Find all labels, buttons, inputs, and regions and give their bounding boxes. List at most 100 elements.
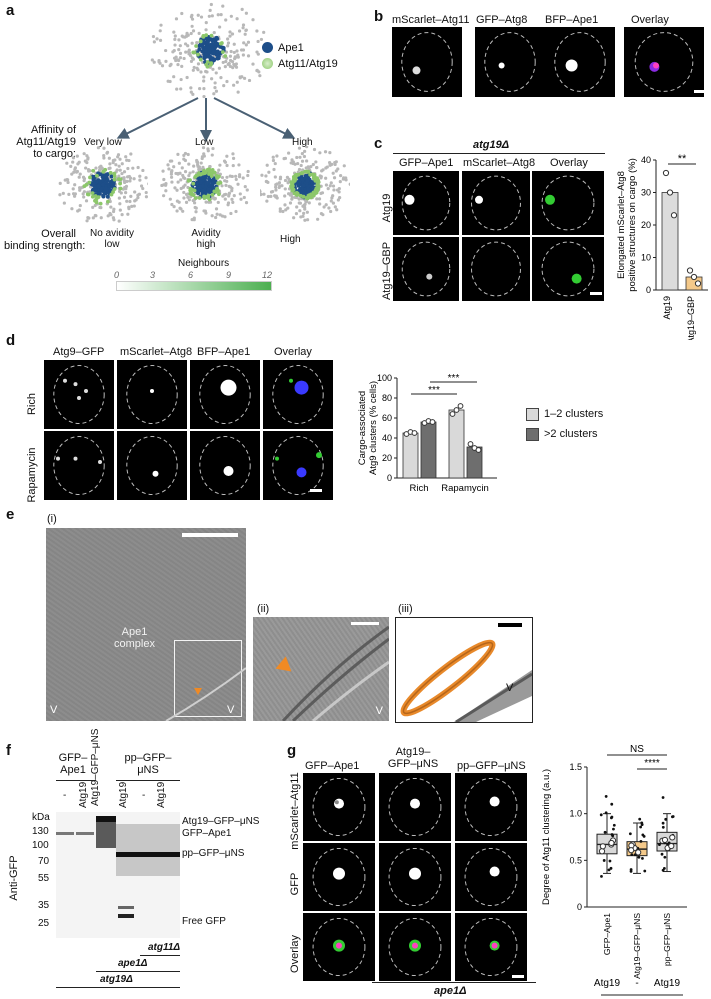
atg-particle — [193, 175, 198, 179]
free-particle — [186, 44, 190, 48]
panel-f-label: f — [6, 742, 11, 759]
free-particle — [260, 173, 264, 177]
free-particle — [227, 191, 232, 195]
free-particle — [84, 166, 88, 170]
g-col-1: GFP–Ape1 — [305, 760, 360, 772]
free-particle — [275, 182, 279, 186]
outlier-point — [612, 827, 615, 831]
free-particle — [210, 14, 214, 18]
free-particle — [173, 43, 177, 47]
free-particle — [290, 195, 294, 200]
free-particle — [183, 42, 188, 46]
free-particle — [283, 194, 287, 198]
free-particle — [155, 37, 159, 41]
ape1-particle — [101, 193, 106, 198]
data-point — [475, 447, 482, 453]
free-particle — [218, 163, 222, 167]
free-particle — [82, 195, 86, 199]
free-particle — [69, 164, 73, 168]
affinity-label: Affinity of Atg11/Atg19 to cargo: — [16, 124, 76, 160]
ape1-particle — [300, 189, 305, 194]
free-particle — [266, 194, 270, 199]
free-particle — [231, 163, 235, 168]
ape1-legend-dot — [262, 42, 273, 53]
ape1-particle — [296, 182, 301, 187]
c-image-r2-c1 — [393, 237, 459, 301]
ape1-particle — [205, 45, 210, 50]
free-particle — [127, 205, 131, 209]
free-particle — [74, 170, 79, 174]
free-particle — [108, 211, 112, 216]
free-particle — [204, 20, 208, 25]
free-particle — [204, 28, 208, 32]
free-particle — [177, 38, 181, 42]
free-particle — [202, 152, 206, 156]
free-particle — [179, 87, 183, 91]
free-particle — [138, 174, 142, 178]
f-group-1: GFP– Ape1 — [58, 752, 88, 776]
fluorescent-spot — [73, 382, 78, 387]
outlier-point — [603, 830, 607, 834]
neighbours-colorbar — [116, 281, 272, 291]
atg-particle — [198, 39, 203, 44]
y-axis-label: Atg9 clusters (% cells) — [368, 381, 379, 475]
free-particle — [271, 158, 276, 163]
ape1-particle — [304, 174, 309, 179]
free-particle — [221, 4, 225, 8]
free-particle — [114, 163, 118, 167]
free-particle — [233, 55, 237, 59]
free-particle — [241, 176, 245, 180]
cell-outline — [388, 917, 442, 977]
y-axis-label: Elongated mScarlet–Atg8 — [616, 171, 627, 279]
free-particle — [282, 157, 286, 161]
data-point — [467, 441, 474, 447]
g-genotype-rule — [372, 982, 536, 983]
atg-particle — [217, 174, 221, 179]
e-sub-ii: (ii) — [257, 603, 270, 615]
free-particle — [236, 182, 240, 186]
tick-3: 3 — [150, 270, 156, 280]
free-particle — [72, 170, 76, 174]
atg-particle — [88, 175, 92, 180]
c-image-r1-c3 — [532, 171, 604, 235]
free-particle — [216, 200, 220, 205]
zoom-box — [174, 640, 242, 717]
g-image-r3-c3 — [455, 913, 527, 981]
free-particle — [312, 147, 317, 152]
outlier-point — [658, 843, 661, 847]
atg-particle — [298, 193, 303, 198]
cell-outline — [471, 241, 521, 297]
atg-particle — [315, 181, 320, 186]
atg-particle — [198, 57, 203, 62]
free-particle — [224, 183, 228, 187]
free-particle — [172, 49, 176, 53]
free-particle — [177, 161, 181, 165]
c-genotype: atg19Δ — [473, 139, 510, 151]
ape1-particle — [96, 191, 101, 196]
cell-outline — [401, 175, 451, 231]
free-particle — [173, 37, 177, 41]
c-row-1: Atg19 — [381, 193, 393, 223]
free-particle — [228, 34, 232, 38]
free-particle — [162, 194, 166, 198]
free-particle — [230, 60, 235, 64]
data-point — [411, 430, 418, 436]
free-particle — [169, 175, 174, 179]
free-particle — [319, 211, 324, 216]
f-genotype-atg19: atg19Δ — [100, 974, 133, 985]
free-particle — [329, 181, 333, 185]
ape1-particle — [201, 40, 206, 45]
cell-outline — [484, 32, 536, 92]
c-image-r1-c1 — [393, 171, 459, 235]
free-particle — [336, 198, 340, 202]
g-genotype: ape1Δ — [434, 985, 467, 997]
d-image-r2-c4 — [263, 431, 333, 500]
significance: *** — [448, 373, 460, 384]
free-particle — [137, 192, 141, 196]
free-particle — [168, 197, 172, 201]
free-particle — [162, 177, 166, 182]
free-particle — [164, 183, 168, 187]
c-col-2: mScarlet–Atg8 — [463, 157, 536, 169]
y-axis-label: Degree of Atg11 clustering (a.u.) — [541, 769, 552, 905]
free-particle — [169, 170, 174, 174]
